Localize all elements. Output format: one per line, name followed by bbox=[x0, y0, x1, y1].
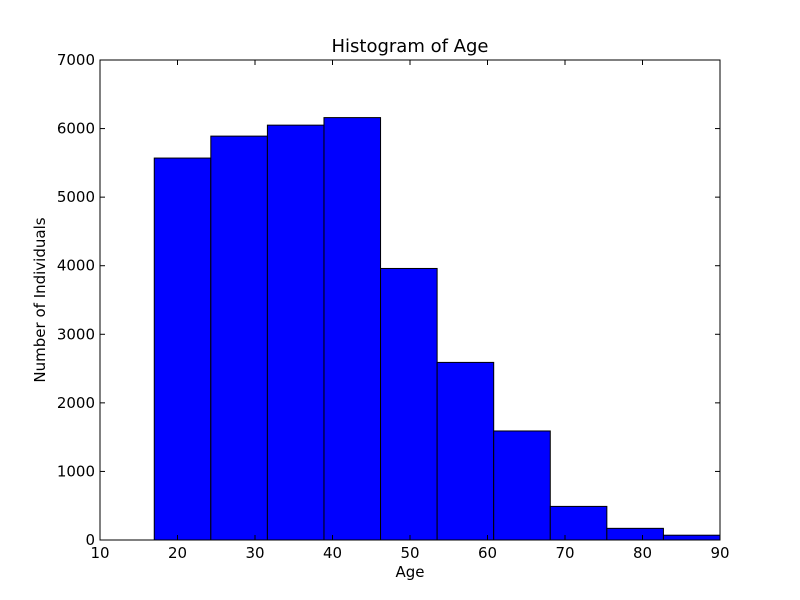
histogram-bar bbox=[606, 527, 664, 541]
x-tick-label: 50 bbox=[400, 544, 419, 562]
y-axis-label: Number of Individuals bbox=[31, 217, 49, 382]
ticks-group: 10 20 30 40 50 60 70 80 90 0 1000 2000 3000 4000 5000 6… bbox=[57, 51, 730, 562]
plot-frame bbox=[99, 59, 721, 541]
histogram-bar bbox=[210, 135, 268, 541]
x-tick-label: 60 bbox=[478, 544, 497, 562]
histogram-bar bbox=[662, 534, 721, 541]
x-tick-label: 80 bbox=[633, 544, 652, 562]
bars-group bbox=[153, 117, 721, 541]
x-axis-label: Age bbox=[395, 563, 424, 581]
x-tick-label: 30 bbox=[245, 544, 264, 562]
y-tick-label: 7000 bbox=[57, 51, 95, 69]
chart-title: Histogram of Age bbox=[332, 36, 489, 57]
histogram-bar bbox=[549, 505, 608, 541]
y-tick-label: 6000 bbox=[57, 120, 95, 138]
y-tick-label: 5000 bbox=[57, 188, 95, 206]
y-tick-label: 0 bbox=[85, 531, 95, 549]
histogram-bar bbox=[323, 117, 382, 541]
y-tick-label: 4000 bbox=[57, 257, 95, 275]
histogram-bar bbox=[266, 124, 325, 541]
x-tick-label: 40 bbox=[323, 544, 342, 562]
histogram-bar bbox=[436, 361, 495, 541]
x-tick-label: 90 bbox=[710, 544, 729, 562]
x-tick-label: 20 bbox=[168, 544, 187, 562]
histogram-bar bbox=[153, 157, 212, 541]
histogram-bar bbox=[493, 430, 551, 541]
y-tick-label: 1000 bbox=[57, 462, 95, 480]
x-tick-label: 70 bbox=[555, 544, 574, 562]
x-tick-label: 10 bbox=[90, 544, 109, 562]
y-tick-label: 2000 bbox=[57, 394, 95, 412]
histogram-bar bbox=[380, 267, 438, 541]
y-tick-label: 3000 bbox=[57, 325, 95, 343]
